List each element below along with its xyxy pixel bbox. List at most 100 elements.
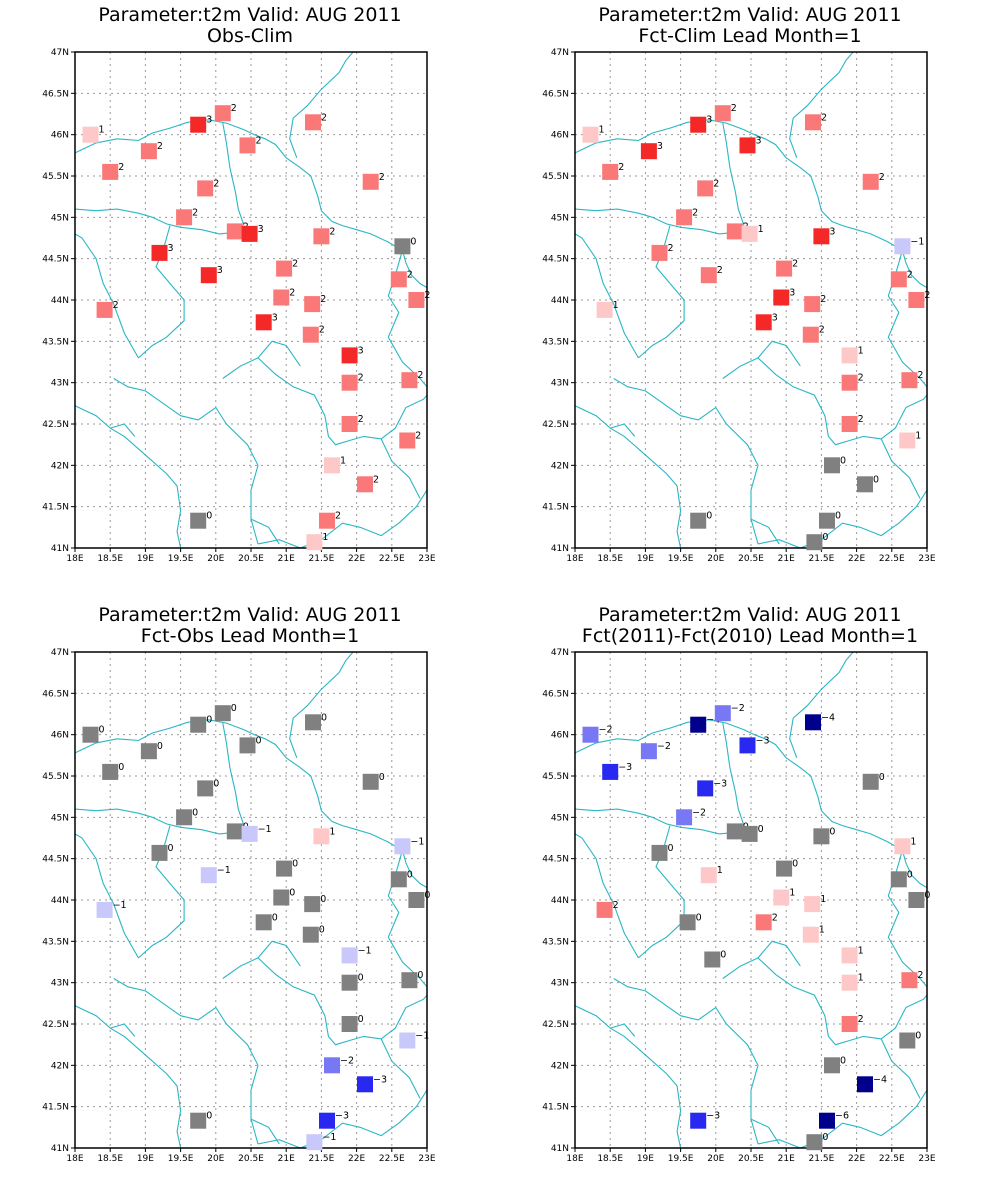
station-marker — [819, 1112, 835, 1129]
station-marker — [690, 1112, 707, 1129]
station-value-label: 0 — [320, 894, 326, 905]
station-value-label: 0 — [879, 772, 885, 783]
station-marker — [241, 225, 258, 242]
station-marker — [901, 372, 918, 389]
y-tick-label: 47N — [51, 648, 69, 658]
station-value-label: 1 — [717, 865, 723, 876]
station-value-label: 2 — [319, 325, 325, 336]
station-marker — [357, 1076, 373, 1093]
station-value-label: 0 — [840, 1055, 846, 1066]
x-tick-label: 19.5E — [668, 1154, 694, 1164]
station-value-label: 1 — [758, 224, 764, 235]
coastline — [757, 940, 801, 967]
coastline — [250, 1118, 280, 1145]
station-marker — [408, 892, 425, 908]
station-marker — [151, 244, 168, 261]
coastline — [380, 438, 421, 499]
panel-title: Parameter:t2m Valid: AUG 2011 — [598, 4, 901, 26]
coastline — [222, 723, 245, 826]
station-marker — [841, 974, 858, 991]
station-marker — [640, 143, 657, 160]
station-value-label: −3 — [618, 762, 632, 773]
coastline — [222, 357, 427, 446]
station-value-label: 1 — [599, 125, 605, 136]
x-tick-label: 18.5E — [97, 554, 123, 564]
y-tick-label: 43N — [51, 379, 69, 389]
station-value-label: −1 — [217, 865, 231, 876]
station-value-label: −1 — [415, 1031, 429, 1042]
station-value-label: 2 — [713, 178, 719, 189]
x-tick-label: 19E — [137, 1154, 154, 1164]
station-marker — [394, 238, 411, 255]
station-marker — [304, 896, 321, 913]
coastline — [222, 123, 245, 226]
station-marker — [862, 173, 879, 190]
y-tick-label: 46N — [51, 131, 69, 141]
x-tick-label: 20E — [207, 1154, 224, 1164]
y-tick-label: 42.5N — [42, 1020, 69, 1030]
station-value-label: 2 — [618, 162, 624, 173]
station-value-label: −2 — [731, 703, 745, 714]
y-tick-label: 41N — [51, 544, 69, 554]
coastline — [575, 833, 639, 959]
x-tick-label: 18.5E — [97, 1154, 123, 1164]
station-marker — [802, 926, 819, 943]
y-tick-label: 45.5N — [542, 772, 569, 782]
station-marker — [305, 114, 321, 131]
y-tick-label: 42.5N — [42, 420, 69, 430]
station-marker — [651, 844, 668, 861]
station-marker — [841, 1016, 858, 1032]
station-value-label: 1 — [322, 532, 328, 543]
station-marker — [401, 372, 418, 389]
station-value-label: 0 — [118, 762, 124, 773]
station-marker — [200, 267, 217, 284]
station-value-label: 2 — [917, 970, 923, 981]
coastline — [257, 940, 301, 967]
x-tick-label: 18E — [566, 554, 583, 564]
y-tick-label: 46N — [551, 731, 569, 741]
station-value-label: 2 — [858, 373, 864, 384]
x-tick-label: 22.5E — [879, 554, 905, 564]
station-value-label: −1 — [358, 945, 372, 956]
station-marker — [726, 223, 743, 240]
y-tick-label: 41.5N — [542, 503, 569, 513]
station-value-label: 3 — [756, 135, 762, 146]
y-tick-label: 42.5N — [542, 420, 569, 430]
station-value-label: 0 — [407, 869, 413, 880]
station-value-label: −1 — [322, 1132, 336, 1143]
station-marker — [704, 951, 721, 968]
station-value-label: −4 — [821, 712, 835, 723]
station-value-label: 0 — [873, 474, 879, 485]
station-marker — [341, 1016, 358, 1032]
station-marker — [700, 267, 717, 284]
y-tick-label: 46.5N — [542, 689, 569, 699]
station-value-label: 2 — [289, 288, 295, 299]
station-marker — [324, 457, 340, 474]
station-value-label: 1 — [789, 888, 795, 899]
y-tick-label: 46.5N — [42, 689, 69, 699]
x-tick-label: 18E — [66, 1154, 83, 1164]
station-value-label: 3 — [217, 265, 223, 276]
station-marker — [899, 432, 916, 449]
station-marker — [894, 838, 911, 855]
station-value-label: −1 — [910, 236, 924, 247]
station-marker — [190, 716, 207, 733]
coastline — [880, 438, 921, 499]
y-tick-label: 46N — [551, 131, 569, 141]
station-marker — [273, 889, 290, 906]
station-value-label: −3 — [373, 1074, 387, 1085]
station-marker — [806, 534, 823, 551]
coastline — [75, 833, 139, 959]
station-marker — [802, 326, 819, 343]
station-value-label: 2 — [907, 269, 913, 280]
station-marker — [804, 296, 821, 313]
coastline — [113, 978, 259, 1145]
station-value-label: 2 — [613, 900, 619, 911]
station-marker — [773, 289, 790, 306]
station-marker — [890, 271, 907, 288]
coastline — [575, 405, 682, 548]
station-marker — [341, 374, 358, 391]
station-marker — [841, 947, 858, 964]
station-value-label: 2 — [335, 511, 341, 522]
station-marker — [857, 476, 873, 493]
